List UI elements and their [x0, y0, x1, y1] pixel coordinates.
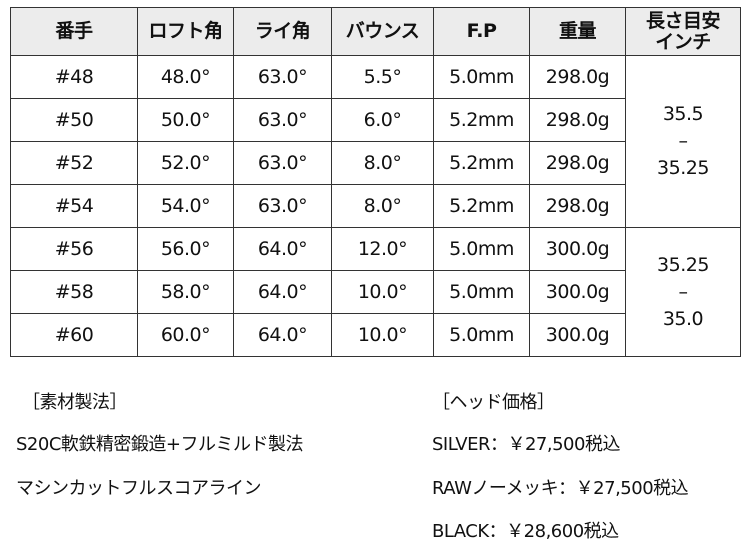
- table-cell: #54: [10, 184, 138, 228]
- table-cell: 58.0°: [137, 270, 234, 314]
- spec-table: 番手 ロフト角 ライ角 バウンス F.P 重量 長さ目安 インチ #48 48.0°…: [10, 7, 741, 357]
- table-cell: 63.0°: [233, 141, 332, 185]
- table-cell: 5.0mm: [433, 270, 530, 314]
- header-weight: 重量: [529, 7, 626, 56]
- header-lie: ライ角: [233, 7, 332, 56]
- table-cell: 64.0°: [233, 270, 332, 314]
- table-cell: #56: [10, 227, 138, 271]
- table-cell: 5.0mm: [433, 55, 530, 99]
- header-length: 長さ目安 インチ: [625, 7, 741, 56]
- header-row: 番手 ロフト角 ライ角 バウンス F.P 重量 長さ目安 インチ: [10, 7, 741, 56]
- table-cell: 54.0°: [137, 184, 234, 228]
- table-cell: 300.0g: [529, 227, 626, 271]
- material-heading: ［素材製法］: [22, 392, 128, 413]
- material-line: S20C軟鉄精密鍛造+フルミルド製法: [16, 434, 303, 455]
- length-value: –: [678, 130, 689, 152]
- table-cell: 298.0g: [529, 98, 626, 142]
- table-cell: 63.0°: [233, 184, 332, 228]
- table-cell: 5.0mm: [433, 227, 530, 271]
- header-bounce: バウンス: [331, 7, 434, 56]
- table-cell: 63.0°: [233, 55, 332, 99]
- length-value: –: [678, 280, 689, 303]
- table-cell: #58: [10, 270, 138, 314]
- table-cell: 5.0mm: [433, 313, 530, 357]
- table-cell: 300.0g: [529, 313, 626, 357]
- table-cell: #50: [10, 98, 138, 142]
- table-cell: 300.0g: [529, 270, 626, 314]
- table-cell: #48: [10, 55, 138, 99]
- table-cell: 5.2mm: [433, 98, 530, 142]
- length-cell: 35.25 – 35.0: [625, 227, 741, 357]
- price-line: BLACK：￥28,600税込: [432, 521, 619, 542]
- table-cell: 50.0°: [137, 98, 234, 142]
- table-cell: 10.0°: [331, 313, 434, 357]
- table-cell: 298.0g: [529, 55, 626, 99]
- table-row: #54 54.0° 63.0° 8.0° 5.2mm 298.0g: [10, 184, 741, 228]
- table-cell: 8.0°: [331, 141, 434, 185]
- table-row: #52 52.0° 63.0° 8.0° 5.2mm 298.0g: [10, 141, 741, 185]
- table-cell: 12.0°: [331, 227, 434, 271]
- table-cell: 10.0°: [331, 270, 434, 314]
- length-value: 35.5: [662, 103, 704, 125]
- length-value: 35.25: [657, 157, 709, 179]
- table-cell: 52.0°: [137, 141, 234, 185]
- length-value: 35.0: [662, 307, 704, 330]
- table-cell: 64.0°: [233, 313, 332, 357]
- table-row: #60 60.0° 64.0° 10.0° 5.0mm 300.0g: [10, 313, 741, 357]
- table-cell: 56.0°: [137, 227, 234, 271]
- price-heading: ［ヘッド価格］: [432, 392, 555, 413]
- table-cell: 6.0°: [331, 98, 434, 142]
- table-row: #48 48.0° 63.0° 5.5° 5.0mm 298.0g 35.5–35.25: [10, 55, 741, 228]
- table-row: #56 56.0° 64.0° 12.0° 5.0mm 300.0g 35.25–35.0: [10, 227, 741, 357]
- table-row: #58 58.0° 64.0° 10.0° 5.0mm 300.0g: [10, 270, 741, 314]
- table-cell: 298.0g: [529, 141, 626, 185]
- table-row: #50 50.0° 63.0° 6.0° 5.2mm 298.0g: [10, 98, 741, 142]
- price-line: RAWノーメッキ：￥27,500税込: [432, 478, 689, 499]
- table-cell: 5.2mm: [433, 184, 530, 228]
- table-cell: 48.0°: [137, 55, 234, 99]
- price-line: SILVER：￥27,500税込: [432, 434, 620, 455]
- material-line: マシンカットフルスコアライン: [16, 478, 262, 499]
- length-cell: 35.5 – 35.25: [625, 55, 741, 228]
- table-cell: 8.0°: [331, 184, 434, 228]
- header-number: 番手: [10, 7, 138, 56]
- header-length-line2: インチ: [655, 30, 711, 53]
- header-length-line1: 長さ目安: [645, 9, 721, 32]
- header-loft: ロフト角: [137, 7, 234, 56]
- table-cell: 5.2mm: [433, 141, 530, 185]
- table-cell: 5.5°: [331, 55, 434, 99]
- length-value: 35.25: [657, 253, 709, 276]
- table-cell: #52: [10, 141, 138, 185]
- table-cell: 64.0°: [233, 227, 332, 271]
- table-cell: 63.0°: [233, 98, 332, 142]
- table-cell: 60.0°: [137, 313, 234, 357]
- table-cell: #60: [10, 313, 138, 357]
- header-fp: F.P: [433, 7, 530, 56]
- table-cell: 298.0g: [529, 184, 626, 228]
